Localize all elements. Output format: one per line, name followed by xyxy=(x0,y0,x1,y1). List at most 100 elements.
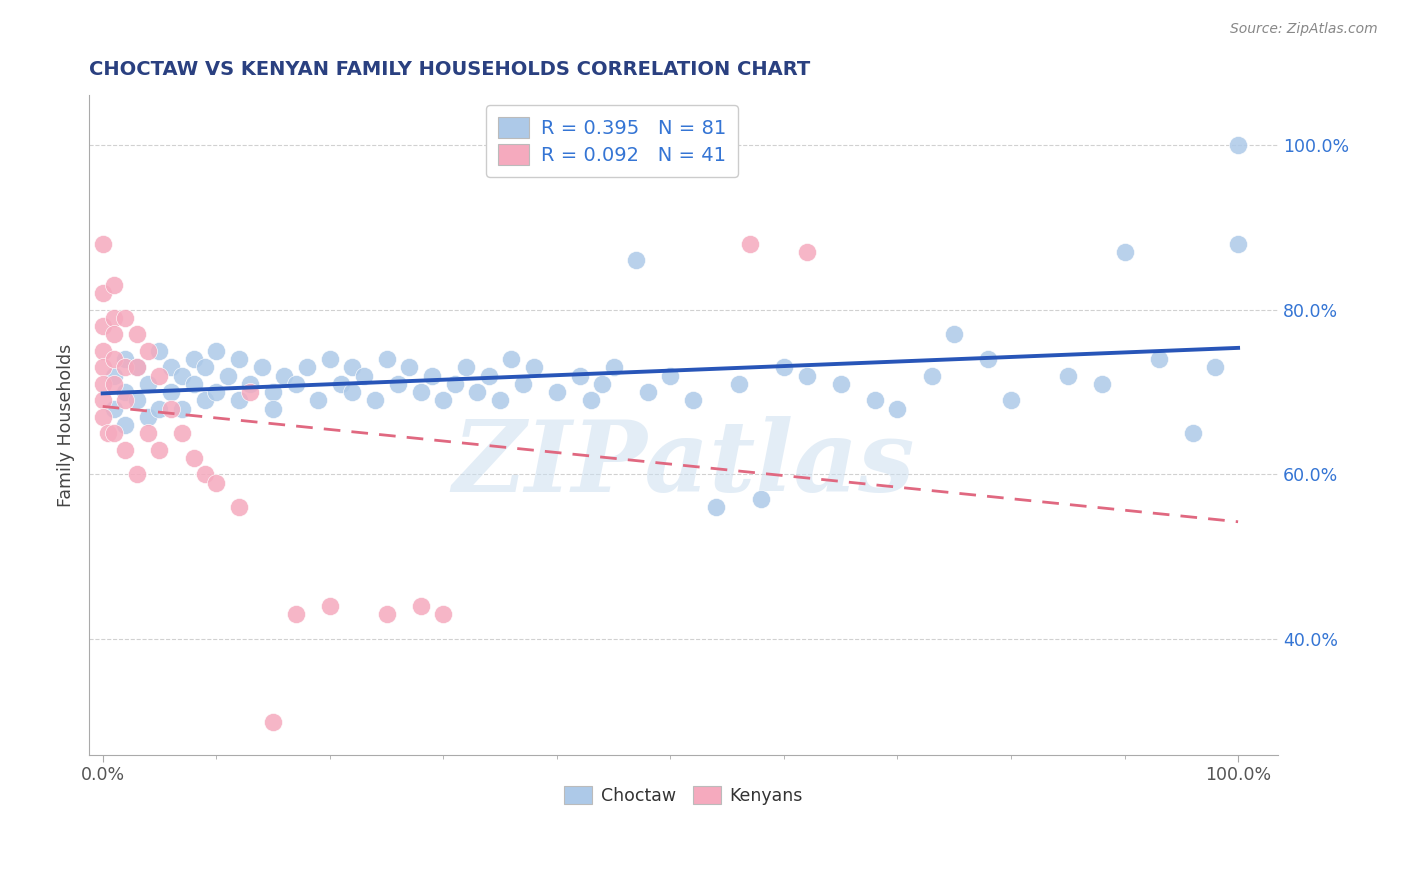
Point xyxy=(943,327,966,342)
Point xyxy=(307,393,329,408)
Point xyxy=(579,393,602,408)
Point xyxy=(364,393,387,408)
Point xyxy=(796,244,818,259)
Point xyxy=(977,352,1000,367)
Point xyxy=(148,401,170,416)
Point xyxy=(91,286,114,301)
Point xyxy=(375,607,398,622)
Point xyxy=(830,376,852,391)
Point xyxy=(228,393,250,408)
Point xyxy=(342,385,364,400)
Point xyxy=(409,385,432,400)
Point xyxy=(114,417,136,432)
Point xyxy=(682,393,704,408)
Point xyxy=(159,385,181,400)
Point xyxy=(626,253,648,268)
Point xyxy=(568,368,591,383)
Point xyxy=(114,442,136,457)
Point xyxy=(114,352,136,367)
Point xyxy=(773,360,796,375)
Point xyxy=(239,376,262,391)
Point xyxy=(1000,393,1022,408)
Point xyxy=(228,352,250,367)
Point xyxy=(319,352,342,367)
Point xyxy=(205,343,228,358)
Point xyxy=(91,393,114,408)
Point xyxy=(172,401,194,416)
Point xyxy=(125,327,148,342)
Point xyxy=(602,360,624,375)
Point xyxy=(284,376,307,391)
Point xyxy=(330,376,353,391)
Text: Source: ZipAtlas.com: Source: ZipAtlas.com xyxy=(1230,22,1378,37)
Point xyxy=(172,368,194,383)
Point xyxy=(194,467,217,482)
Point xyxy=(863,393,886,408)
Point xyxy=(91,409,114,424)
Point xyxy=(1227,236,1250,251)
Point xyxy=(114,393,136,408)
Point xyxy=(97,426,120,441)
Point xyxy=(125,360,148,375)
Point xyxy=(262,401,284,416)
Point xyxy=(136,376,159,391)
Point xyxy=(125,360,148,375)
Point xyxy=(183,352,205,367)
Point xyxy=(1056,368,1078,383)
Point xyxy=(262,714,284,729)
Point xyxy=(637,385,659,400)
Point xyxy=(1227,137,1250,152)
Point xyxy=(114,360,136,375)
Point xyxy=(148,368,170,383)
Point xyxy=(172,426,194,441)
Point xyxy=(136,426,159,441)
Point xyxy=(159,360,181,375)
Point xyxy=(1114,244,1136,259)
Point xyxy=(103,310,125,325)
Point xyxy=(114,385,136,400)
Point xyxy=(205,475,228,490)
Point xyxy=(1204,360,1226,375)
Point xyxy=(284,607,307,622)
Point xyxy=(103,327,125,342)
Point xyxy=(103,352,125,367)
Point xyxy=(228,500,250,515)
Point xyxy=(387,376,409,391)
Point xyxy=(262,385,284,400)
Point xyxy=(136,409,159,424)
Point xyxy=(91,343,114,358)
Point xyxy=(103,376,125,391)
Point xyxy=(420,368,443,383)
Point xyxy=(148,343,170,358)
Point xyxy=(103,277,125,292)
Point xyxy=(91,360,114,375)
Point xyxy=(921,368,943,383)
Point xyxy=(103,401,125,416)
Point xyxy=(886,401,908,416)
Point xyxy=(91,319,114,334)
Point xyxy=(523,360,546,375)
Point xyxy=(489,393,512,408)
Point xyxy=(467,385,489,400)
Text: CHOCTAW VS KENYAN FAMILY HOUSEHOLDS CORRELATION CHART: CHOCTAW VS KENYAN FAMILY HOUSEHOLDS CORR… xyxy=(89,60,810,78)
Point xyxy=(512,376,534,391)
Legend: Choctaw, Kenyans: Choctaw, Kenyans xyxy=(557,779,810,812)
Point xyxy=(103,426,125,441)
Point xyxy=(1181,426,1204,441)
Point xyxy=(591,376,613,391)
Point xyxy=(375,352,398,367)
Point xyxy=(501,352,523,367)
Point xyxy=(136,343,159,358)
Point xyxy=(432,393,454,408)
Point xyxy=(738,236,761,251)
Point xyxy=(342,360,364,375)
Point xyxy=(183,450,205,465)
Point xyxy=(454,360,477,375)
Point xyxy=(1147,352,1170,367)
Point xyxy=(183,376,205,391)
Point xyxy=(704,500,727,515)
Point xyxy=(205,385,228,400)
Y-axis label: Family Households: Family Households xyxy=(58,343,75,507)
Point xyxy=(353,368,375,383)
Point xyxy=(319,599,342,614)
